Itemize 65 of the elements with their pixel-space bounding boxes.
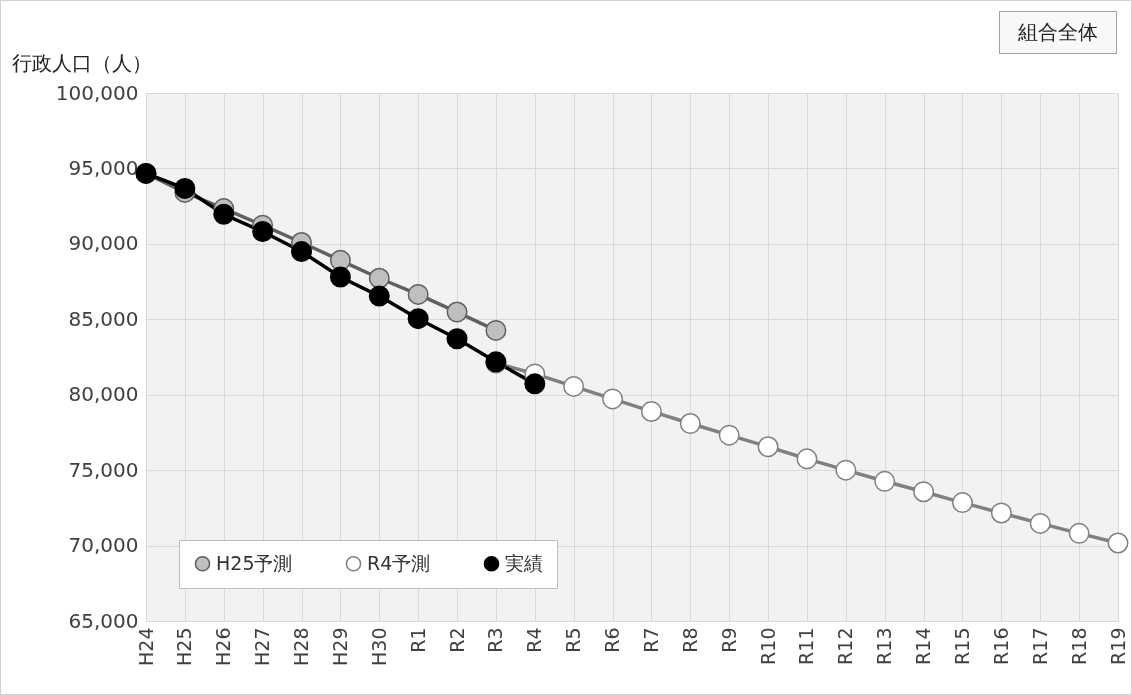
point [407,283,429,305]
point [524,373,546,395]
y-tick-label: 90,000 [68,231,139,256]
y-axis-title: 行政人口（人） [11,50,152,75]
point [213,203,235,225]
legend-label: R4予測 [367,551,431,574]
point [718,424,740,446]
point [913,481,935,503]
point [757,436,779,458]
x-tick-label: R14 [912,627,935,665]
x-tick-label: R19 [1106,627,1129,665]
point [407,308,429,330]
y-tick-label: 70,000 [68,533,139,558]
x-tick-label: R3 [484,627,507,653]
point [679,413,701,435]
point [602,388,624,410]
x-tick-label: R11 [795,627,818,665]
x-tick-label: H29 [328,627,351,666]
x-tick-label: R13 [873,627,896,665]
x-tick-label: R15 [950,627,973,665]
x-tick-label: R4 [523,627,546,653]
x-tick-label: H25 [173,627,196,666]
legend-label: H25予測 [216,551,293,574]
y-tick-label: 80,000 [68,382,139,407]
point [368,285,390,307]
point [291,241,313,263]
point [368,267,390,289]
point [1029,512,1051,534]
x-tick-label: H27 [251,627,274,666]
legend-label: 実績 [505,551,543,574]
x-tick-label: R9 [717,627,740,653]
text: 組合全体 [999,11,1117,54]
point [640,400,662,422]
y-tick-label: 85,000 [68,306,139,331]
point [446,301,468,323]
x-tick-label: R17 [1028,627,1051,665]
y-tick-label: 75,000 [68,457,139,482]
x-tick-label: R16 [989,627,1012,665]
point [874,470,896,492]
point [485,319,507,341]
point [990,502,1012,524]
point [563,375,585,397]
x-tick-label: H28 [290,627,313,666]
point [329,249,351,271]
x-tick-label: R7 [639,627,662,653]
point [951,492,973,514]
x-tick-label: R12 [834,627,857,665]
x-tick-label: R5 [562,627,585,653]
point [1107,532,1129,554]
x-tick-label: R6 [601,627,624,653]
point [446,328,468,350]
x-tick-label: R8 [678,627,701,653]
x-tick-label: R10 [756,627,779,665]
x-tick-label: R2 [445,627,468,653]
point [329,266,351,288]
point [796,448,818,470]
y-tick-label: 95,000 [68,155,139,180]
x-tick-label: R1 [406,627,429,653]
x-tick-label: H30 [367,627,390,666]
y-tick-label: 100,000 [55,80,139,105]
point [835,459,857,481]
x-tick-label: H26 [212,627,235,666]
x-tick-label: R18 [1067,627,1090,665]
point [1068,522,1090,544]
point [252,221,274,242]
